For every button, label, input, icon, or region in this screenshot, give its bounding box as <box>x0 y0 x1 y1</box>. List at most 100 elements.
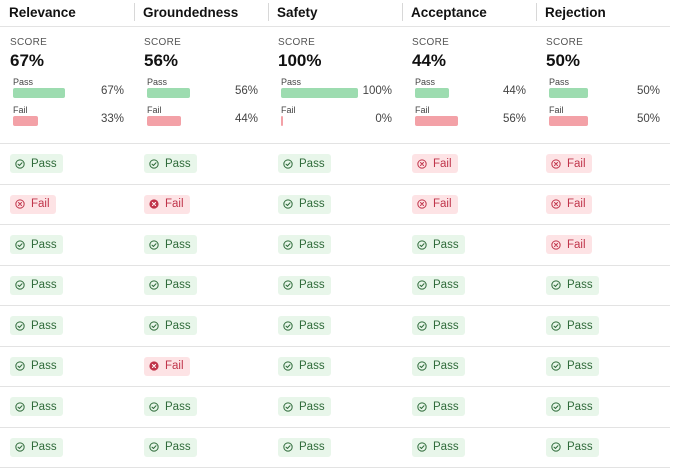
pass-badge[interactable]: Pass <box>278 275 331 295</box>
column-header[interactable]: Rejection <box>536 0 670 26</box>
check-circle-icon <box>283 199 293 209</box>
pass-badge[interactable]: Pass <box>10 437 63 457</box>
pass-badge[interactable]: Pass <box>144 235 197 255</box>
badge-label: Pass <box>299 198 325 211</box>
fail-label: Fail <box>147 105 162 115</box>
pass-badge[interactable]: Pass <box>144 437 197 457</box>
check-circle-icon <box>417 321 427 331</box>
pass-badge[interactable]: Pass <box>412 235 465 255</box>
table-row: Pass Pass Pass Pass Pass <box>0 387 670 428</box>
pass-badge[interactable]: Pass <box>278 194 331 214</box>
fail-percent: 44% <box>234 113 258 125</box>
pass-badge[interactable]: Pass <box>546 437 599 457</box>
result-cell: Pass <box>268 185 402 225</box>
badge-label: Pass <box>299 360 325 373</box>
pass-badge[interactable]: Pass <box>412 275 465 295</box>
pass-badge[interactable]: Pass <box>412 437 465 457</box>
column-header[interactable]: Acceptance <box>402 0 536 26</box>
badge-label: Pass <box>165 157 191 170</box>
result-cell: Pass <box>402 266 536 306</box>
pass-badge[interactable]: Pass <box>278 397 331 417</box>
badge-label: Pass <box>31 441 57 454</box>
pass-badge[interactable]: Pass <box>144 154 197 174</box>
pass-badge[interactable]: Pass <box>278 316 331 336</box>
badge-label: Fail <box>567 157 586 170</box>
result-cell: Pass <box>134 387 268 427</box>
check-circle-icon <box>551 321 561 331</box>
pass-badge[interactable]: Pass <box>278 154 331 174</box>
check-circle-icon <box>149 280 159 290</box>
pass-badge[interactable]: Pass <box>10 356 63 376</box>
result-cell: Pass <box>134 266 268 306</box>
score-value: 56% <box>144 51 179 70</box>
pass-badge[interactable]: Pass <box>10 275 63 295</box>
badge-label: Pass <box>31 400 57 413</box>
pass-badge[interactable]: Pass <box>412 397 465 417</box>
pass-badge[interactable]: Pass <box>546 356 599 376</box>
pass-badge[interactable]: Pass <box>144 275 197 295</box>
column-header[interactable]: Relevance <box>9 5 76 20</box>
result-cell: Pass <box>268 347 402 387</box>
check-circle-icon <box>283 361 293 371</box>
check-circle-icon <box>551 280 561 290</box>
badge-label: Pass <box>567 400 593 413</box>
pass-percent: 100% <box>362 85 392 97</box>
x-circle-icon <box>417 199 427 209</box>
pass-badge[interactable]: Pass <box>144 316 197 336</box>
pass-badge[interactable]: Pass <box>278 437 331 457</box>
fail-badge[interactable]: Fail <box>144 194 190 214</box>
pass-badge[interactable]: Pass <box>10 154 63 174</box>
pass-badge[interactable]: Pass <box>10 235 63 255</box>
pass-badge[interactable]: Pass <box>10 316 63 336</box>
pass-badge[interactable]: Pass <box>546 275 599 295</box>
fail-badge[interactable]: Fail <box>546 194 592 214</box>
check-circle-icon <box>15 442 25 452</box>
pass-badge[interactable]: Pass <box>546 397 599 417</box>
badge-label: Pass <box>31 360 57 373</box>
fail-badge[interactable]: Fail <box>10 194 56 214</box>
summary-row: SCORE 67% Pass 67% Fail 33% SCORE 56% Pass 56% Fai… <box>0 27 670 144</box>
result-cell: Pass <box>134 306 268 346</box>
result-cell: Pass <box>134 428 268 468</box>
pass-badge[interactable]: Pass <box>278 235 331 255</box>
x-circle-icon <box>15 199 25 209</box>
pass-badge[interactable]: Pass <box>412 356 465 376</box>
badge-label: Pass <box>299 157 325 170</box>
fail-badge[interactable]: Fail <box>546 154 592 174</box>
badge-label: Fail <box>165 360 184 373</box>
pass-badge[interactable]: Pass <box>10 397 63 417</box>
pass-badge[interactable]: Pass <box>278 356 331 376</box>
fail-badge[interactable]: Fail <box>412 194 458 214</box>
fail-stat: Fail 0% <box>278 105 392 129</box>
pass-percent: 56% <box>234 85 258 97</box>
pass-stat: Pass 44% <box>412 77 526 101</box>
badge-label: Pass <box>433 319 459 332</box>
badge-label: Pass <box>433 441 459 454</box>
pass-badge[interactable]: Pass <box>412 316 465 336</box>
pass-label: Pass <box>147 77 168 87</box>
fail-badge[interactable]: Fail <box>546 235 592 255</box>
table-row: Pass Fail Pass Pass Pass <box>0 347 670 387</box>
result-cell: Fail <box>536 144 670 184</box>
result-cell: Pass <box>536 347 670 387</box>
badge-label: Pass <box>31 319 57 332</box>
result-cell: Pass <box>268 266 402 306</box>
badge-label: Fail <box>567 198 586 211</box>
check-circle-icon <box>283 442 293 452</box>
check-circle-icon <box>283 159 293 169</box>
column-header[interactable]: Safety <box>268 0 402 26</box>
fail-badge[interactable]: Fail <box>412 154 458 174</box>
pass-label: Pass <box>281 77 302 87</box>
check-circle-icon <box>15 361 25 371</box>
pass-badge[interactable]: Pass <box>144 397 197 417</box>
fail-badge[interactable]: Fail <box>144 356 190 376</box>
result-cell: Pass <box>0 225 134 265</box>
badge-label: Pass <box>165 441 191 454</box>
column-header[interactable]: Groundedness <box>134 0 268 26</box>
result-cell: Pass <box>0 347 134 387</box>
fail-stat: Fail 50% <box>546 105 660 129</box>
pass-stat: Pass 67% <box>10 77 124 101</box>
table-row: Pass Pass Pass Pass Pass <box>0 266 670 306</box>
pass-badge[interactable]: Pass <box>546 316 599 336</box>
